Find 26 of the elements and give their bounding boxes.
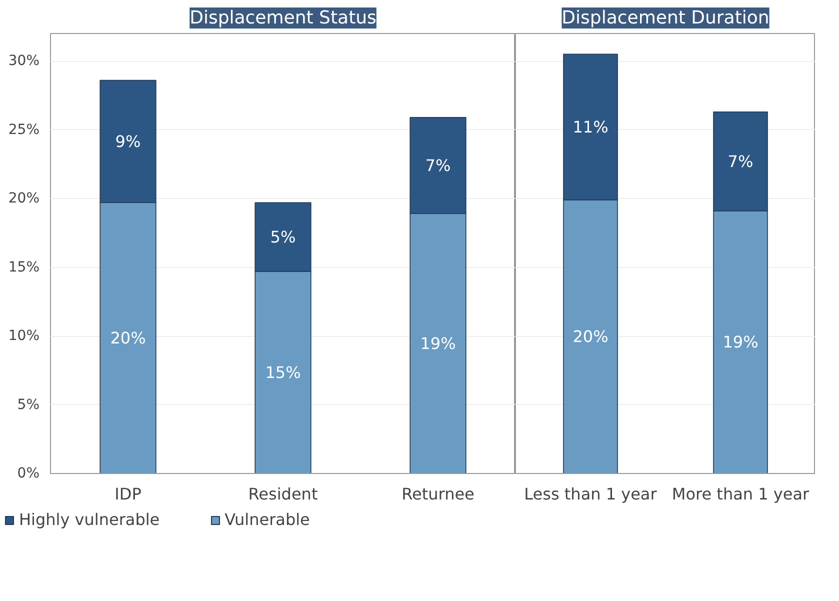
y-tick-label: 15%	[8, 259, 40, 276]
data-label: 5%	[270, 228, 296, 246]
chart-title: Displacement Status	[190, 8, 376, 28]
y-tick-label: 30%	[8, 53, 40, 69]
x-tick-label: Less than 1 year	[524, 484, 658, 504]
y-tick-label: 25%	[8, 122, 40, 138]
data-label: 7%	[728, 152, 754, 171]
x-tick-label: IDP	[114, 484, 142, 504]
x-tick-label: Returnee	[402, 484, 474, 504]
y-tick-label: 10%	[8, 328, 40, 344]
y-tick-label: 0%	[17, 466, 40, 482]
data-label: 7%	[425, 156, 451, 175]
x-tick-label: Resident	[248, 484, 318, 504]
data-label: 20%	[110, 328, 146, 348]
y-tick-label: 5%	[17, 396, 40, 413]
data-label: 19%	[420, 334, 456, 354]
data-label: 20%	[572, 327, 608, 346]
data-label: 11%	[572, 118, 608, 136]
x-tick-label: More than 1 year	[672, 484, 810, 504]
y-tick-label: 20%	[8, 190, 40, 206]
data-label: 9%	[115, 132, 141, 151]
legend-label: Vulnerable	[224, 510, 310, 529]
chart-title: Displacement Duration	[562, 8, 770, 28]
data-label: 19%	[722, 332, 758, 352]
data-label: 15%	[265, 362, 301, 382]
legend-label: Highly vulnerable	[19, 510, 160, 529]
